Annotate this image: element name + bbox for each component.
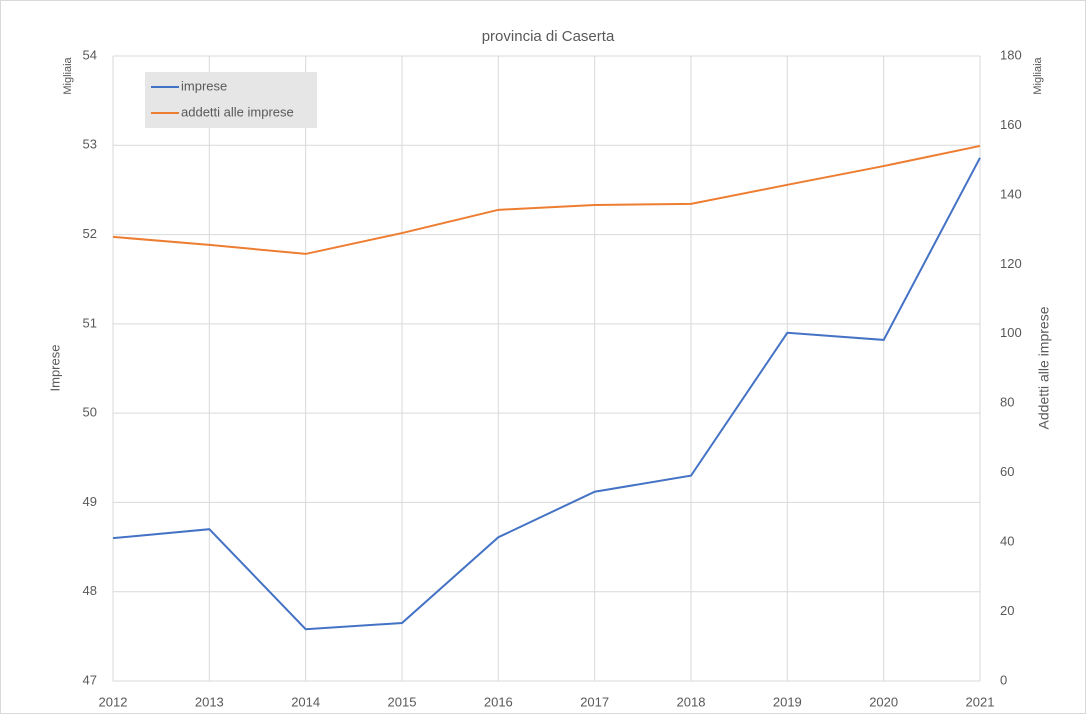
x-tick-label: 2012 [99,694,128,709]
y-tick-label: 54 [83,47,97,62]
y2-tick-label: 140 [1000,186,1022,201]
line-series [112,144,981,255]
y2-tick-label: 20 [1000,603,1014,618]
x-tick-label: 2017 [580,694,609,709]
chart-title: provincia di Caserta [482,28,615,45]
y2-tick-label: 120 [1000,256,1022,271]
y2-tick-label: 80 [1000,395,1014,410]
y-tick-label: 51 [83,315,97,330]
y2-tick-label: 40 [1000,534,1014,549]
x-tick-label: 2013 [195,694,224,709]
x-tick-label: 2016 [484,694,513,709]
x-tick-label: 2019 [773,694,802,709]
legend-label: imprese [181,78,227,93]
y2-axis-unit: Migliaia [1032,56,1044,94]
x-tick-label: 2014 [291,694,320,709]
y-tick-label: 52 [83,226,97,241]
legend-box [145,72,317,128]
y-tick-label: 49 [83,494,97,509]
y2-axis-label: Addetti alle imprese [1036,306,1052,429]
y2-tick-label: 100 [1000,325,1022,340]
y-tick-label: 47 [83,672,97,687]
x-tick-label: 2015 [388,694,417,709]
y-tick-label: 48 [83,583,97,598]
x-tick-label: 2020 [869,694,898,709]
y2-tick-label: 180 [1000,47,1022,62]
y2-tick-label: 160 [1000,117,1022,132]
line-series [112,157,981,631]
y2-tick-label: 0 [1000,672,1007,687]
y-axis-unit: Migliaia [62,56,74,94]
legend-label: addetti alle imprese [181,104,294,119]
y-axis-label: Imprese [47,345,62,392]
x-tick-label: 2018 [677,694,706,709]
y2-tick-label: 60 [1000,464,1014,479]
x-tick-label: 2021 [966,694,995,709]
y-tick-label: 53 [83,137,97,152]
y-tick-label: 50 [83,405,97,420]
